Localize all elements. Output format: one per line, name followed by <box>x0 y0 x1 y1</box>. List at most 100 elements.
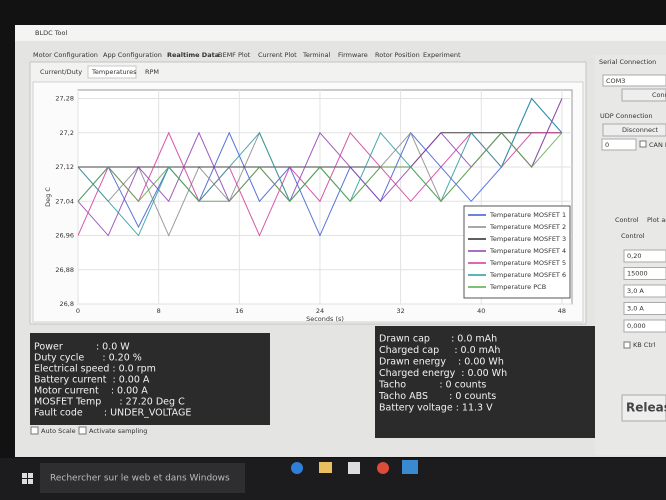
start-icon <box>28 479 33 484</box>
info-line: Drawn energy : 0.00 Wh <box>379 357 504 368</box>
left-panel <box>30 333 270 425</box>
legend-label: Temperature MOSFET 2 <box>489 223 566 231</box>
combo-box[interactable] <box>602 74 666 87</box>
spin-text: 0,000 <box>627 322 646 330</box>
button-text: Disconnect <box>622 126 659 134</box>
spin-text: 0 <box>605 141 609 149</box>
info-line: Tacho ABS : 0 counts <box>378 391 496 402</box>
search-box[interactable] <box>40 463 245 493</box>
x-tick-label: 40 <box>477 307 485 315</box>
button[interactable] <box>621 88 666 102</box>
tab[interactable]: Rotor Position <box>375 51 420 59</box>
spin-box[interactable] <box>623 302 666 315</box>
info-line: Charged energy : 0.00 Wh <box>379 368 507 379</box>
checkbox-label: CAN F <box>649 141 666 149</box>
y-tick-label: 26,96 <box>55 232 74 240</box>
y-tick-label: 27,04 <box>55 197 74 205</box>
y-axis-label: Deg C <box>44 187 52 207</box>
start-icon <box>22 479 27 484</box>
x-tick-label: 24 <box>316 307 324 315</box>
tab[interactable]: Motor Configuration <box>33 51 98 59</box>
combo-text: COM3 <box>606 77 625 85</box>
info-line: Charged cap : 0.0 mAh <box>379 345 500 356</box>
tab[interactable]: Experiment <box>423 51 461 59</box>
spin-text: 3,0 A <box>627 287 644 295</box>
spin-box[interactable] <box>623 267 666 280</box>
subtab[interactable]: Current/Duty <box>40 68 82 76</box>
group-title: Control <box>621 232 645 240</box>
y-tick-label: 27,12 <box>55 163 74 171</box>
app-icon[interactable] <box>402 460 418 474</box>
y-tick-label: 27,28 <box>55 95 74 103</box>
subtab-active <box>87 65 137 79</box>
checkbox[interactable] <box>78 426 87 435</box>
legend-label: Temperature MOSFET 1 <box>489 211 566 219</box>
tab[interactable]: Current Plot <box>258 51 297 59</box>
search-text: Rechercher sur le web et dans Windows <box>50 474 230 484</box>
legend-label: Temperature MOSFET 6 <box>489 271 566 279</box>
app-icon[interactable] <box>291 462 303 474</box>
spin-box[interactable] <box>623 319 666 333</box>
info-line: Power : 0.0 W <box>34 342 130 353</box>
x-tick-label: 32 <box>396 307 404 315</box>
app-icon[interactable] <box>377 462 389 474</box>
section-title: Serial Connection <box>599 58 656 66</box>
x-axis-label: Seconds (s) <box>306 315 344 323</box>
info-line: Fault code : UNDER_VOLTAGE <box>34 408 191 419</box>
checkbox-label: Activate sampling <box>89 427 147 435</box>
x-tick-label: 16 <box>235 307 243 315</box>
start-icon[interactable] <box>22 473 27 478</box>
spin-box[interactable] <box>623 249 666 263</box>
info-line: Drawn cap : 0.0 mAh <box>379 334 497 345</box>
app-icon[interactable] <box>319 462 332 473</box>
x-tick-label: 8 <box>157 307 161 315</box>
y-tick-label: 27,2 <box>60 129 74 137</box>
checkbox-label: KB Ctrl <box>633 341 656 349</box>
info-line: MOSFET Temp : 27.20 Deg C <box>34 397 185 408</box>
checkbox[interactable] <box>30 426 39 435</box>
start-icon <box>28 473 33 478</box>
app-icon[interactable] <box>348 462 360 474</box>
checkbox[interactable] <box>623 341 631 349</box>
legend-label: Temperature MOSFET 3 <box>489 235 566 243</box>
x-tick-label: 0 <box>76 307 80 315</box>
x-tick-label: 48 <box>558 307 566 315</box>
tab[interactable]: Plot and <box>647 216 666 224</box>
info-line: Motor current : 0.00 A <box>34 386 148 397</box>
subtab[interactable]: RPM <box>145 68 159 76</box>
spin-box[interactable] <box>623 284 666 298</box>
tab[interactable]: BEMF Plot <box>218 51 251 59</box>
tab[interactable]: App Configuration <box>103 51 162 59</box>
spin-text: 15000 <box>627 270 648 278</box>
info-line: Battery voltage : 11.3 V <box>379 403 493 414</box>
tab[interactable]: Terminal <box>302 51 331 59</box>
title-bar <box>15 25 666 41</box>
button-text: Conn <box>652 91 666 99</box>
legend-label: Temperature MOSFET 4 <box>489 247 566 255</box>
tab[interactable]: Control <box>615 216 639 224</box>
info-line: Battery current : 0.00 A <box>34 375 150 386</box>
legend-label: Temperature MOSFET 5 <box>489 259 566 267</box>
button[interactable] <box>602 123 666 137</box>
series-line <box>77 132 563 203</box>
tab[interactable]: Realtime Data <box>167 51 219 59</box>
right-panel <box>375 326 602 438</box>
series-line <box>77 97 563 237</box>
y-tick-label: 26,88 <box>55 266 74 274</box>
window-title: BLDC Tool <box>35 29 68 37</box>
info-line: Electrical speed : 0.0 rpm <box>34 364 156 375</box>
spin-text: 3,0 A <box>627 305 644 313</box>
info-line: Duty cycle : 0.20 % <box>34 353 142 364</box>
tab[interactable]: Firmware <box>338 51 368 59</box>
button[interactable] <box>621 394 666 422</box>
button-text: Release <box>626 401 666 415</box>
spin-box[interactable] <box>601 138 637 151</box>
spin-text: 0,20 <box>627 252 641 260</box>
subtab[interactable]: Temperatures <box>91 68 137 76</box>
checkbox-label: Auto Scale <box>41 427 76 435</box>
y-tick-label: 26,8 <box>60 300 74 308</box>
section-title: UDP Connection <box>600 112 653 120</box>
legend-label: Temperature PCB <box>489 283 546 291</box>
checkbox[interactable] <box>639 140 647 148</box>
